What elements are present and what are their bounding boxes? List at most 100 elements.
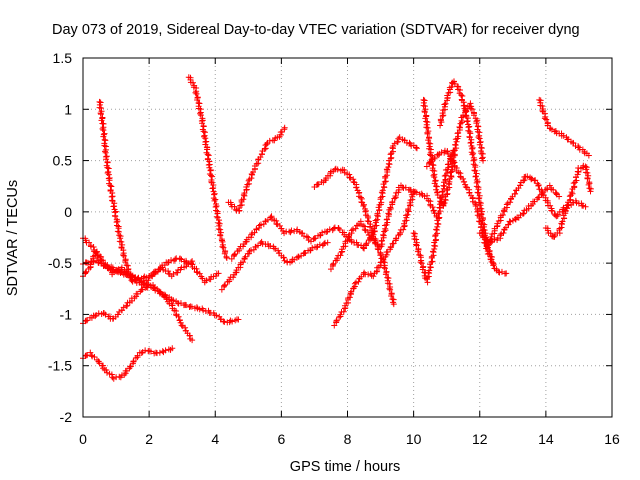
data-point bbox=[549, 207, 556, 214]
data-point bbox=[423, 118, 430, 125]
data-point bbox=[120, 304, 127, 311]
data-point bbox=[336, 226, 343, 233]
data-point bbox=[441, 101, 448, 108]
data-point bbox=[503, 270, 510, 277]
data-point bbox=[147, 348, 154, 355]
data-point bbox=[536, 96, 543, 103]
data-point bbox=[121, 252, 128, 259]
data-point bbox=[213, 207, 220, 214]
data-point bbox=[497, 232, 504, 239]
data-point bbox=[101, 130, 108, 137]
data-point bbox=[267, 242, 274, 249]
data-point bbox=[363, 240, 370, 247]
data-point bbox=[425, 140, 432, 147]
data-point bbox=[219, 243, 226, 250]
data-point bbox=[92, 313, 99, 320]
series-track-13 bbox=[327, 182, 440, 273]
data-point bbox=[350, 178, 357, 185]
data-point bbox=[400, 226, 407, 233]
data-point bbox=[235, 316, 242, 323]
data-point bbox=[104, 159, 111, 166]
data-point bbox=[108, 183, 115, 190]
data-point bbox=[566, 193, 573, 200]
data-point bbox=[517, 212, 524, 219]
data-point bbox=[213, 312, 220, 319]
data-point bbox=[413, 241, 420, 248]
data-point bbox=[517, 182, 524, 189]
data-point bbox=[385, 210, 392, 217]
data-point bbox=[500, 207, 507, 214]
data-point bbox=[475, 218, 482, 225]
data-point bbox=[106, 177, 113, 184]
data-point bbox=[138, 349, 145, 356]
data-point bbox=[452, 141, 459, 148]
data-point bbox=[587, 188, 594, 195]
x-tick-label: 4 bbox=[211, 431, 219, 447]
data-point bbox=[450, 158, 457, 165]
data-point bbox=[432, 243, 439, 250]
data-point bbox=[280, 254, 287, 261]
data-point bbox=[205, 162, 212, 169]
data-point bbox=[444, 92, 451, 99]
data-point bbox=[570, 180, 577, 187]
data-point bbox=[320, 240, 327, 247]
data-point bbox=[413, 242, 420, 249]
data-point bbox=[258, 150, 265, 157]
data-point bbox=[490, 262, 497, 269]
data-point bbox=[453, 145, 460, 152]
series-track-7 bbox=[185, 74, 230, 262]
data-point bbox=[217, 226, 224, 233]
data-point bbox=[348, 288, 355, 295]
data-point bbox=[379, 187, 386, 194]
data-point bbox=[217, 232, 224, 239]
data-point bbox=[425, 137, 432, 144]
x-tick-label: 14 bbox=[538, 431, 554, 447]
data-point bbox=[472, 202, 479, 209]
data-point bbox=[212, 196, 219, 203]
data-point bbox=[553, 190, 560, 197]
data-point bbox=[430, 162, 437, 169]
data-point bbox=[313, 244, 320, 251]
series-track-14 bbox=[361, 134, 420, 252]
data-point bbox=[387, 286, 394, 293]
data-point bbox=[413, 189, 420, 196]
data-point bbox=[439, 188, 446, 195]
y-tick-label: -0.5 bbox=[48, 255, 72, 271]
data-point bbox=[240, 259, 247, 266]
data-point bbox=[334, 255, 341, 262]
data-point bbox=[433, 183, 440, 190]
data-point bbox=[474, 178, 481, 185]
data-point bbox=[499, 211, 506, 218]
data-point bbox=[408, 191, 415, 198]
data-point bbox=[532, 177, 539, 184]
data-point bbox=[174, 269, 181, 276]
data-point bbox=[175, 313, 182, 320]
data-point bbox=[201, 132, 208, 139]
data-point bbox=[488, 239, 495, 246]
data-point bbox=[348, 227, 355, 234]
data-point bbox=[122, 258, 129, 265]
series-track-6 bbox=[96, 98, 136, 285]
data-point bbox=[118, 268, 125, 275]
series-track-20 bbox=[476, 182, 563, 246]
data-point bbox=[209, 173, 216, 180]
data-point bbox=[442, 100, 449, 107]
data-point bbox=[211, 190, 218, 197]
data-point bbox=[100, 127, 107, 134]
data-point bbox=[427, 152, 434, 159]
data-point bbox=[341, 302, 348, 309]
x-tick-label: 10 bbox=[406, 431, 422, 447]
data-point bbox=[213, 213, 220, 220]
data-point bbox=[197, 110, 204, 117]
data-point bbox=[103, 263, 110, 270]
data-point bbox=[333, 318, 340, 325]
data-point bbox=[474, 117, 481, 124]
data-point bbox=[547, 202, 554, 209]
data-point bbox=[556, 193, 563, 200]
data-point bbox=[478, 145, 485, 152]
data-point bbox=[362, 208, 369, 215]
data-point bbox=[548, 207, 555, 214]
data-point bbox=[460, 179, 467, 186]
data-point bbox=[208, 178, 215, 185]
